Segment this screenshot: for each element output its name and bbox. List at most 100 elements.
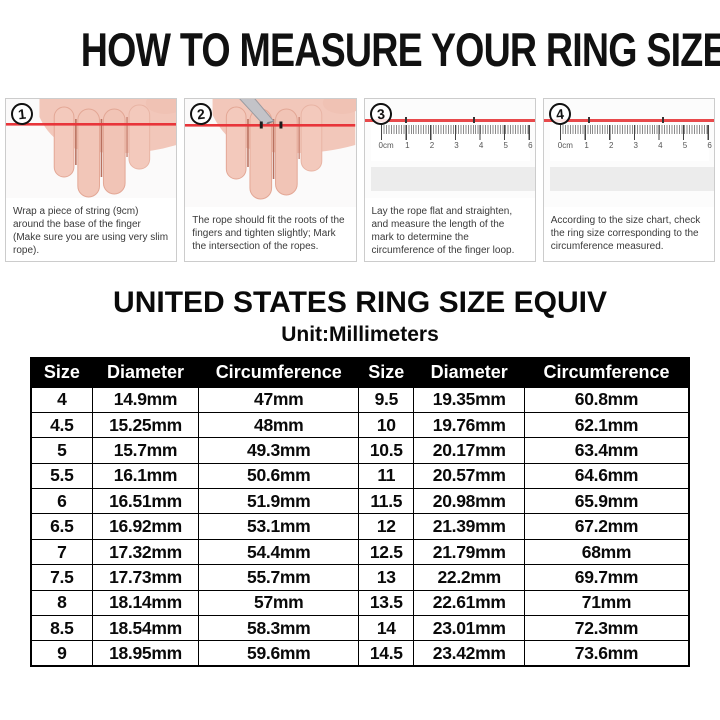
steps-row: 1 Wrap a piece of string (9cm) around th… <box>0 98 720 262</box>
table-cell: 14.9mm <box>91 386 200 413</box>
column-header: Diameter <box>413 357 525 388</box>
table-cell: 59.6mm <box>198 640 360 667</box>
ruler-label: 1 <box>584 141 589 150</box>
step-caption: Lay the rope flat and straighten, and me… <box>371 206 515 256</box>
ruler-label: 4 <box>658 141 663 150</box>
table-cell: 11 <box>358 462 415 490</box>
table-cell: 18.14mm <box>91 589 200 617</box>
table-cell: 51.9mm <box>198 488 360 515</box>
ruler-cm-ticks <box>559 125 710 140</box>
table-cell: 14.5 <box>358 640 415 667</box>
table-cell: 16.1mm <box>91 462 200 490</box>
table-row: 7.5 17.73mm 55.7mm 13 22.2mm 69.7mm <box>30 564 690 591</box>
hand-with-string-photo <box>6 99 177 198</box>
string-line <box>543 119 714 122</box>
table-cell: 21.39mm <box>413 513 525 540</box>
table-cell: 71mm <box>523 589 690 617</box>
table-cell: 4 <box>30 386 93 413</box>
ruler-shadow-band <box>370 167 535 191</box>
step-caption: Wrap a piece of string (9cm) around the … <box>13 206 169 256</box>
table-cell: 19.76mm <box>413 411 525 439</box>
table-cell: 10 <box>358 411 415 439</box>
table-cell: 23.01mm <box>413 615 525 642</box>
table-cell: 19.35mm <box>413 386 525 413</box>
hand-with-marker-photo <box>185 99 356 207</box>
table-cell: 67.2mm <box>523 513 690 540</box>
string-mark <box>587 117 590 123</box>
table-cell: 22.2mm <box>413 564 525 591</box>
ruler-shadow-band <box>549 167 714 191</box>
size-chart-title: UNITED STATES RING SIZE EQUIV <box>113 286 607 319</box>
table-cell: 13.5 <box>358 589 415 617</box>
table-cell: 18.95mm <box>91 640 200 667</box>
ruler-photo: 0cm 1 2 3 4 5 6 <box>543 99 714 207</box>
marker-pen-icon <box>239 99 275 127</box>
table-cell: 7.5 <box>30 564 93 591</box>
ruler-label: 5 <box>682 141 688 150</box>
table-cell: 63.4mm <box>523 437 690 464</box>
table-cell: 65.9mm <box>523 488 690 515</box>
table-cell: 8.5 <box>30 615 93 642</box>
table-cell: 47mm <box>198 386 360 413</box>
table-cell: 5 <box>30 437 93 464</box>
ruler-cm-ticks <box>380 125 531 140</box>
ruler-label: 0cm <box>378 141 394 150</box>
string-line <box>364 119 535 122</box>
table-cell: 21.79mm <box>413 538 525 566</box>
size-chart-subtitle: Unit:Millimeters <box>281 323 439 346</box>
step-panel-1: 1 Wrap a piece of string (9cm) around th… <box>5 98 178 262</box>
table-row: 7 17.32mm 54.4mm 12.5 21.79mm 68mm <box>30 538 690 566</box>
table-row: 5 15.7mm 49.3mm 10.5 20.17mm 63.4mm <box>30 437 690 464</box>
table-cell: 53.1mm <box>198 513 360 540</box>
table-row: 8.5 18.54mm 58.3mm 14 23.01mm 72.3mm <box>30 615 690 642</box>
ruler-label: 6 <box>528 141 533 150</box>
column-header: Circumference <box>198 357 360 388</box>
step-panel-4: 4 0cm 1 2 3 4 5 6 According to the size chart,… <box>542 98 715 262</box>
table-cell: 15.25mm <box>91 411 200 439</box>
table-cell: 16.92mm <box>91 513 200 540</box>
header: HOW TO MEASURE YOUR RING SIZE <box>0 22 720 84</box>
step-4-photo: 4 0cm 1 2 3 4 5 6 <box>543 99 714 207</box>
page-title: HOW TO MEASURE YOUR RING SIZE <box>80 23 720 76</box>
table-cell: 11.5 <box>358 488 415 515</box>
table-cell: 6 <box>30 488 93 515</box>
table-cell: 22.61mm <box>413 589 525 617</box>
table-cell: 58.3mm <box>198 615 360 642</box>
table-row: 9 18.95mm 59.6mm 14.5 23.42mm 73.6mm <box>30 640 690 667</box>
ruler: 0cm 1 2 3 4 5 6 <box>549 125 712 161</box>
ruler-label: 2 <box>429 141 435 150</box>
table-cell: 49.3mm <box>198 437 360 464</box>
ruler-label: 5 <box>503 141 508 150</box>
string-mark <box>661 117 664 123</box>
table-cell: 12.5 <box>358 538 415 566</box>
ring-size-table: Size Diameter Circumference Size Diameter Cir… <box>30 357 690 668</box>
table-cell: 10.5 <box>358 437 415 464</box>
column-header: Circumference <box>523 357 690 388</box>
step-caption: The rope should fit the roots of the fin… <box>192 215 345 252</box>
table-cell: 17.73mm <box>91 564 200 591</box>
ruler-label: 1 <box>405 141 410 150</box>
table-cell: 55.7mm <box>198 564 360 591</box>
table-cell: 9 <box>30 640 93 667</box>
table-body: 4 14.9mm 47mm 9.5 19.35mm 60.8mm 4.5 15.25mm 48m… <box>30 386 690 667</box>
ruler-label: 3 <box>633 141 638 150</box>
table-header-row: Size Diameter Circumference Size Diameter Cir… <box>30 357 690 388</box>
step-panel-2: 2 The rope should fi <box>184 98 357 262</box>
table-cell: 48mm <box>198 411 360 439</box>
table-row: 5.5 16.1mm 50.6mm 11 20.57mm 64.6mm <box>30 462 690 490</box>
table-cell: 60.8mm <box>523 386 690 413</box>
table-cell: 23.42mm <box>413 640 525 667</box>
ruler: 0cm 1 2 3 4 5 6 <box>370 125 533 161</box>
ruler-labels: 0cm 1 2 3 4 5 6 <box>378 141 533 155</box>
table-cell: 20.17mm <box>413 437 525 464</box>
table-cell: 7 <box>30 538 93 566</box>
table-cell: 6.5 <box>30 513 93 540</box>
table-cell: 20.57mm <box>413 462 525 490</box>
table-cell: 8 <box>30 589 93 617</box>
string-mark <box>472 117 475 123</box>
table-cell: 50.6mm <box>198 462 360 490</box>
table-header: Size Diameter Circumference Size Diameter Cir… <box>30 357 690 388</box>
table-cell: 20.98mm <box>413 488 525 515</box>
ruler-label: 6 <box>707 141 712 150</box>
column-header: Size <box>358 357 415 388</box>
